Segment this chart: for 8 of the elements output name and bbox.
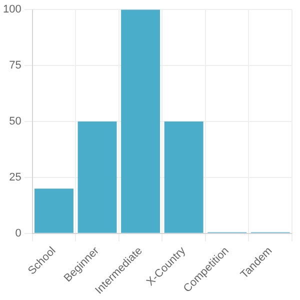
y-tick-label: 50 xyxy=(9,116,22,128)
y-tick-label: 100 xyxy=(2,4,22,16)
y-tick-label: 25 xyxy=(9,172,22,184)
y-tick-label: 0 xyxy=(15,227,22,240)
bar xyxy=(164,122,204,233)
y-tick-label: 75 xyxy=(9,60,22,72)
bar xyxy=(34,188,74,233)
bar xyxy=(78,122,117,233)
